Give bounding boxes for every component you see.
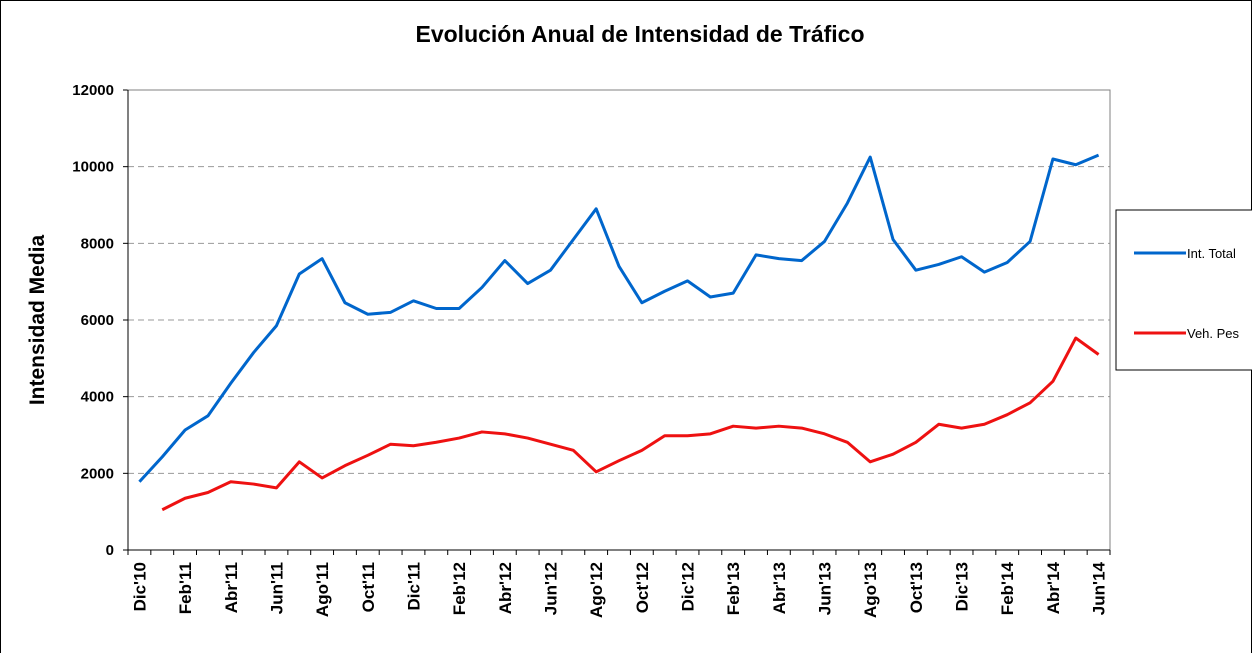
x-tick-label: Abr'11 xyxy=(222,562,241,613)
x-tick-label: Dic'10 xyxy=(130,562,149,611)
legend-label: Int. Total xyxy=(1187,246,1236,261)
x-tick-label: Ago'11 xyxy=(313,562,332,617)
x-tick-label: Dic'13 xyxy=(953,562,972,611)
x-tick-label: Feb'12 xyxy=(450,562,469,615)
x-tick-label: Oct'12 xyxy=(633,562,652,613)
line-series xyxy=(161,336,1100,512)
y-tick-label: 8000 xyxy=(81,235,114,252)
x-tick-label: Dic'12 xyxy=(679,562,698,611)
y-tick-label: 4000 xyxy=(81,389,114,406)
y-tick-label: 6000 xyxy=(81,312,114,329)
legend-box xyxy=(1115,209,1252,371)
x-tick-label: Abr'13 xyxy=(770,562,789,614)
x-tick-label: Jun'11 xyxy=(267,562,286,614)
chart-title: Evolución Anual de Intensidad de Tráfico xyxy=(416,21,865,47)
y-tick-label: 10000 xyxy=(72,159,114,176)
legend-label: Veh. Pes xyxy=(1187,326,1240,341)
x-tick-label: Feb'13 xyxy=(724,562,743,615)
x-tick-label: Oct'13 xyxy=(907,562,926,613)
x-tick-label: Jun'14 xyxy=(1090,561,1109,615)
x-tick-label: Ago'13 xyxy=(861,562,880,618)
x-tick-label: Abr'14 xyxy=(1044,561,1063,614)
y-axis-label: Intensidad Media xyxy=(26,235,49,406)
y-tick-label: 0 xyxy=(106,542,114,559)
x-tick-label: Jun'12 xyxy=(541,562,560,615)
x-tick-label: Ago'12 xyxy=(587,562,606,618)
x-tick-label: Jun'13 xyxy=(816,562,835,615)
y-tick-label: 2000 xyxy=(81,465,114,482)
x-tick-label: Feb'11 xyxy=(176,562,195,614)
x-tick-label: Abr'12 xyxy=(496,562,515,614)
x-tick-label: Oct'11 xyxy=(359,562,378,612)
y-tick-label: 12000 xyxy=(72,82,114,99)
line-series xyxy=(138,153,1100,483)
x-tick-label: Dic'11 xyxy=(404,562,423,610)
x-tick-label: Feb'14 xyxy=(998,561,1017,615)
